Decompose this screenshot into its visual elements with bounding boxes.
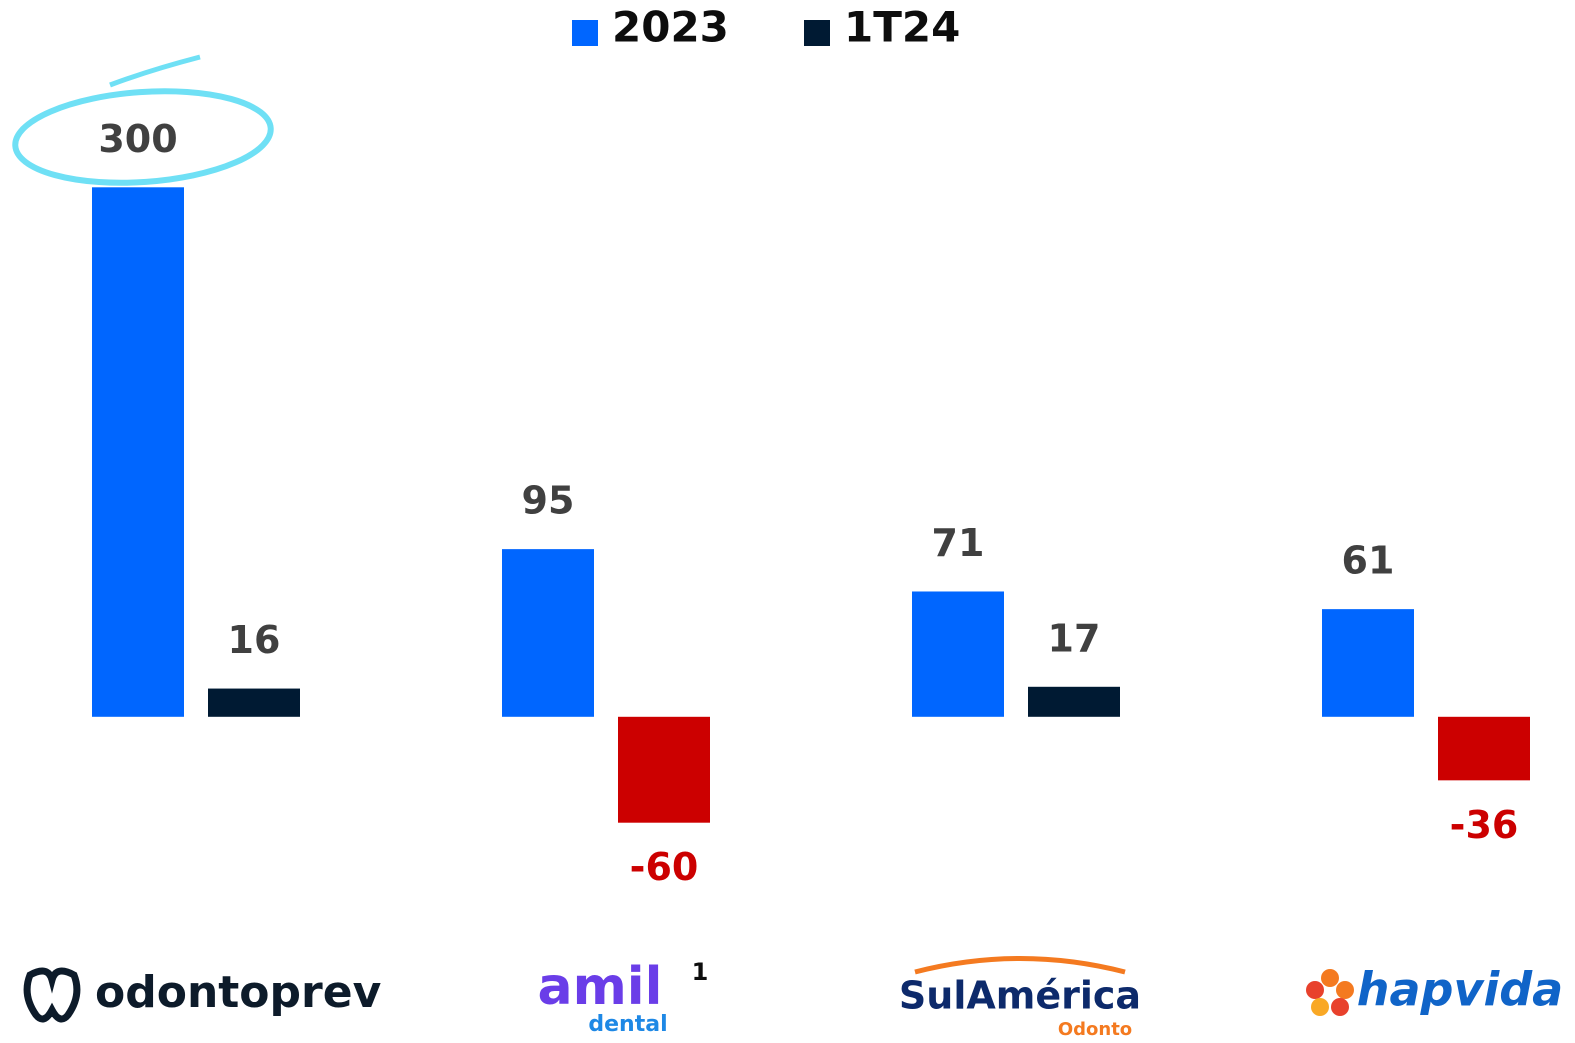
data-label: 300 <box>98 117 177 161</box>
legend: 2023 1T24 <box>572 3 960 52</box>
bar <box>912 591 1004 717</box>
data-label: 16 <box>228 618 281 662</box>
bar <box>1322 609 1414 717</box>
highlight-stroke <box>109 54 201 88</box>
bar <box>1028 686 1120 717</box>
legend-label: 2023 <box>612 3 729 52</box>
category-label: hapvida <box>1357 963 1563 1017</box>
bar <box>618 716 710 823</box>
data-label: -36 <box>1450 803 1519 847</box>
legend-swatch <box>804 20 830 46</box>
sulamerica-arc <box>914 956 1126 975</box>
bar <box>92 187 184 717</box>
bars: 300 16 95 -60 71 17 61 -36 <box>92 117 1530 889</box>
data-label: 17 <box>1048 616 1101 660</box>
category-sublabel: dental <box>588 1012 667 1037</box>
data-label: 95 <box>522 479 575 523</box>
tooth-icon <box>23 967 81 1023</box>
legend-label: 1T24 <box>844 3 960 52</box>
bar <box>1438 716 1530 781</box>
bar <box>502 549 594 717</box>
category-note: 1 <box>692 958 709 986</box>
highlight-ellipse <box>12 88 274 186</box>
hapvida-flower <box>1306 969 1354 1016</box>
bar <box>208 688 300 717</box>
data-label: 61 <box>1342 539 1395 583</box>
data-label: -60 <box>630 845 699 889</box>
category-sublabel: Odonto <box>1058 1019 1132 1040</box>
category-label: SulAmérica <box>899 974 1141 1018</box>
category-label: odontoprev <box>95 967 382 1018</box>
legend-swatch <box>572 20 598 46</box>
category-label: amil <box>538 957 663 1017</box>
data-label: 71 <box>932 521 985 565</box>
